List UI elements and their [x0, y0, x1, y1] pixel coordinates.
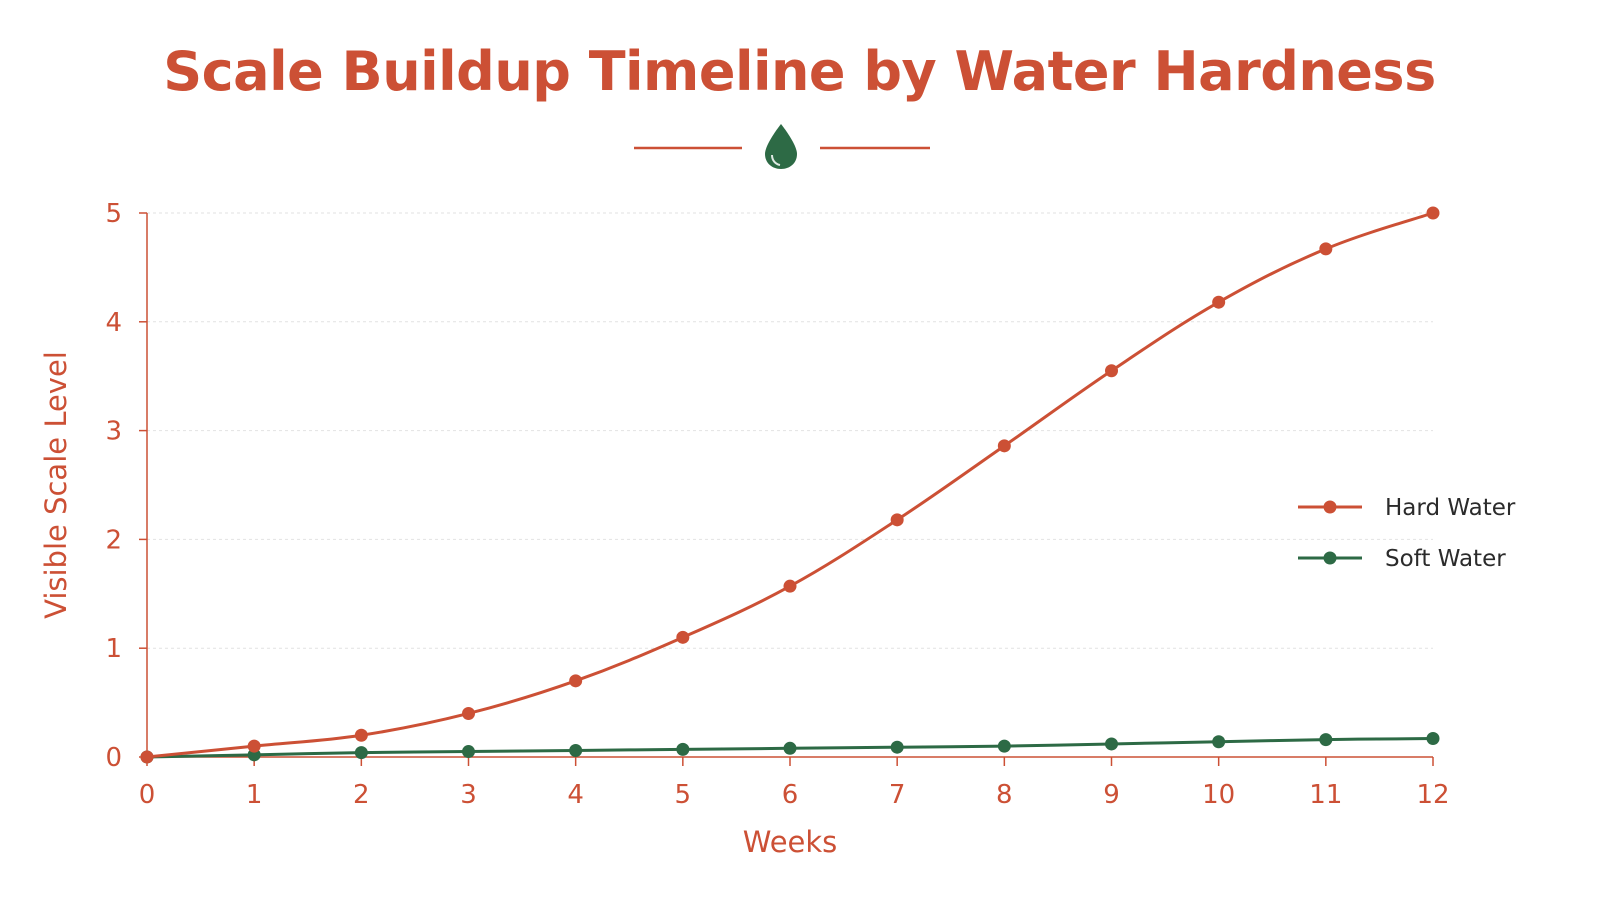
- x-tick-label: 1: [246, 780, 263, 810]
- data-point-hard-water: [890, 513, 904, 527]
- data-point-hard-water: [1426, 206, 1440, 220]
- grid-lines: [147, 212, 1433, 649]
- legend-marker-hard-water: [1323, 500, 1337, 514]
- x-tick-label: 9: [1103, 780, 1120, 810]
- data-point-hard-water: [140, 750, 154, 764]
- chart-title: Scale Buildup Timeline by Water Hardness: [163, 40, 1436, 103]
- data-point-hard-water: [462, 706, 475, 720]
- axes: [146, 213, 1433, 758]
- data-point-soft-water: [1319, 733, 1333, 747]
- series-hard-water: [140, 206, 1440, 764]
- title-divider: [634, 124, 930, 169]
- y-axis-ticks: 0 1 2 3 4 5: [105, 199, 147, 773]
- data-point-hard-water: [1212, 295, 1226, 309]
- data-point-soft-water: [354, 746, 368, 760]
- y-tick-label: 1: [105, 634, 122, 664]
- data-point-soft-water: [569, 743, 583, 757]
- data-point-hard-water: [1105, 364, 1118, 378]
- data-point-soft-water: [890, 740, 904, 754]
- x-axis-ticks: 0 1 2 3 4 5 6 7 8 9 10 11 12: [139, 757, 1450, 810]
- legend: Hard Water Soft Water: [1298, 495, 1516, 572]
- data-point-soft-water: [1105, 737, 1118, 751]
- water-drop-icon: [765, 124, 797, 169]
- y-tick-label: 4: [105, 308, 122, 338]
- data-point-hard-water: [783, 579, 797, 593]
- series-soft-water: [140, 732, 1440, 764]
- data-point-soft-water: [676, 742, 690, 756]
- series-line-hard-water: [145, 211, 1435, 759]
- data-point-hard-water: [1319, 242, 1333, 256]
- x-tick-label: 3: [460, 780, 477, 810]
- legend-item-hard-water: Hard Water: [1298, 495, 1516, 521]
- x-tick-label: 0: [139, 780, 156, 810]
- legend-label-soft-water: Soft Water: [1385, 546, 1506, 572]
- y-tick-label: 2: [105, 525, 122, 555]
- data-point-soft-water: [1212, 735, 1226, 749]
- data-point-hard-water: [676, 630, 690, 644]
- x-tick-label: 8: [996, 780, 1013, 810]
- x-axis-title: Weeks: [743, 825, 838, 859]
- legend-item-soft-water: Soft Water: [1298, 546, 1506, 572]
- y-tick-label: 3: [105, 417, 122, 447]
- legend-marker-soft-water: [1323, 551, 1337, 565]
- legend-label-hard-water: Hard Water: [1385, 495, 1516, 521]
- x-tick-label: 4: [567, 780, 584, 810]
- x-tick-label: 11: [1309, 780, 1342, 810]
- data-point-soft-water: [997, 739, 1011, 753]
- x-tick-label: 12: [1416, 780, 1449, 810]
- data-point-soft-water: [462, 745, 475, 759]
- series-group: [140, 206, 1440, 764]
- data-point-hard-water: [354, 728, 368, 742]
- data-point-hard-water: [997, 439, 1011, 453]
- data-point-hard-water: [569, 674, 583, 688]
- data-point-soft-water: [1426, 732, 1440, 746]
- data-point-soft-water: [783, 741, 797, 755]
- x-tick-label: 10: [1202, 780, 1235, 810]
- data-point-hard-water: [247, 739, 261, 753]
- x-tick-label: 7: [889, 780, 906, 810]
- y-tick-label: 0: [105, 743, 122, 773]
- y-tick-label: 5: [105, 199, 122, 229]
- y-axis-title: Visible Scale Level: [39, 351, 73, 619]
- x-tick-label: 6: [782, 780, 799, 810]
- x-tick-label: 2: [353, 780, 370, 810]
- x-tick-label: 5: [675, 780, 692, 810]
